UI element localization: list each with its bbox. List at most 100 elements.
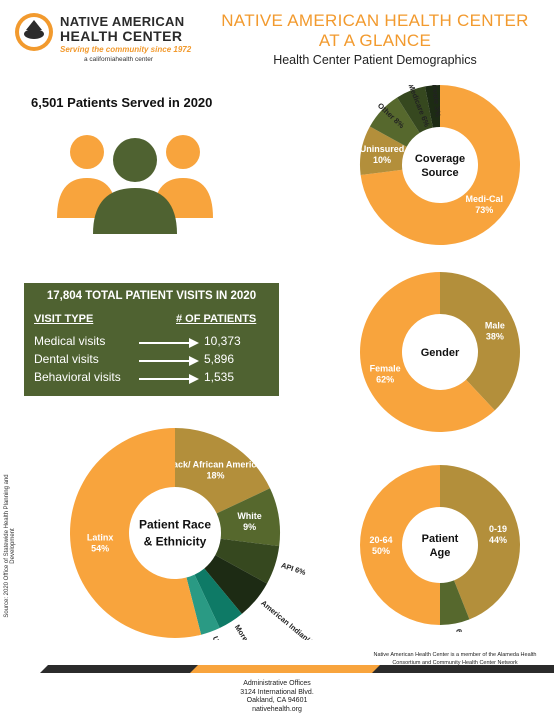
visit-type-label: Medical visits [34,334,106,348]
visit-count-value: 1,535 [204,370,235,384]
center-title-line: Gender [421,347,460,359]
slice-label: Uninsured 10% [360,144,405,165]
slice-label: Private 3% [430,85,443,118]
arrow-right-icon [139,338,199,348]
slice-category: Unreported [211,635,234,640]
slice-category: White [237,511,262,521]
slice-value: 44% [489,535,507,545]
slice-label: Male 38% [485,320,505,341]
slice-category: Black/ African American [164,459,267,469]
org-subline: a californiahealth center [84,56,154,63]
visit-count-value: 5,896 [204,352,235,366]
pie-slice-american-indian-alaska-native [204,555,268,614]
slice-value: 6% [419,115,431,129]
arrow-right-icon [139,374,199,384]
slice-label: Female 62% [370,364,401,385]
slice-value: 73% [475,205,493,215]
slice-label: Unreported 3% [211,635,238,640]
pie-slice-uninsured [360,126,407,176]
chart-center-title: Coverage Source [415,153,465,179]
pie-slice-0-19 [440,465,520,620]
slice-value: 9% [243,522,256,532]
footer-address: Administrative Offices 3124 Internationa… [0,680,554,714]
org-logo: NATIVE AMERICAN HEALTH CENTER Serving th… [14,12,191,67]
slice-label: American Indian/Alaska Native 6% [259,598,359,640]
visit-row: Behavioral visits 1,535 [34,370,274,386]
slice-label: 0-19 44% [489,524,507,545]
footer-line: Administrative Offices [243,680,311,687]
page-title-line2: AT A GLANCE [318,31,432,50]
race-ethnicity-donut-chart: Black/ African American 18%White 9%API 6%A… [70,428,359,640]
slice-category: Female [370,364,401,374]
slice-value: 54% [91,543,109,553]
arrow-right-icon [139,356,199,366]
slice-value: 18% [206,470,224,480]
footer-divider-bar [40,665,554,673]
slice-category: 20-64 [369,535,392,545]
pie-slice-api [215,538,280,584]
pie-slice-unreported [186,574,220,635]
visit-row: Dental visits 5,896 [34,352,274,368]
slice-label: Black/ African American 18% [164,459,267,480]
visit-count-value: 10,373 [204,334,241,348]
patients-served-headline: 6,501 Patients Served in 2020 [31,95,213,110]
visit-type-label: Dental visits [34,352,99,366]
slice-category: American Indian/Alaska Native [259,598,350,640]
pie-slice-medicare [397,86,433,133]
slice-label: API 6% [280,561,307,578]
pie-slice-other [369,97,420,147]
pie-slice-male [440,272,520,411]
slice-value: 38% [486,331,504,341]
slice-category: 64+ [454,628,466,632]
slice-label: More than one race 4% [233,623,285,640]
slice-label: Latinx 54% [87,532,114,553]
pie-slice-64 [440,580,470,625]
slice-value: 10% [373,155,391,165]
slice-category: Private [430,85,442,107]
center-title-line: Source [421,167,458,179]
slice-category: More than one race [233,623,279,640]
slice-category: API [280,561,297,574]
pie-slice-private [425,85,440,128]
chart-center-title: Patient Race & Ethnicity [139,518,211,549]
visit-row: Medical visits 10,373 [34,334,274,350]
slice-label: 64+ 6% [454,628,468,632]
visits-panel: 17,804 TOTAL PATIENT VISITS IN 2020 VISI… [24,283,279,396]
center-title-line: Patient Race [139,518,211,532]
slice-value: 6% [294,565,307,577]
slice-label: Medi-Cal 73% [465,194,503,215]
slice-value: 3% [432,106,442,118]
page-title-line1: NATIVE AMERICAN HEALTH CENTER [221,11,529,30]
logo-seal-icon [15,13,53,51]
footer-line: 3124 International Blvd. [240,688,314,696]
pie-slice-more-than-one-race [194,568,242,629]
pie-slice-black-african-american [175,428,271,514]
pie-slice-medi-cal [360,85,520,245]
pie-slice-latinx [70,428,202,638]
slice-category: Uninsured [360,144,405,154]
center-title-line: Patient [422,533,459,545]
center-title-line: Age [430,547,451,559]
visits-title: 17,804 TOTAL PATIENT VISITS IN 2020 [46,290,257,302]
footer-link[interactable]: nativehealth.org [252,705,302,713]
people-group-icon [57,135,213,234]
visit-type-label: Behavioral visits [34,370,121,384]
org-name-line2: HEALTH CENTER [60,28,183,44]
slice-label: 20-64 50% [369,535,392,556]
gender-donut-chart: Male 38% Female 62% Gender [359,272,520,432]
patients-count-header: # OF PATIENTS [176,313,257,325]
slice-category: Latinx [87,532,114,542]
visit-type-header: VISIT TYPE [34,313,94,325]
center-title-line: & Ethnicity [144,535,207,549]
slice-category: Male [485,320,505,330]
source-note: Source: 2020 Office of Statewide Health … [4,474,16,618]
slice-label: White 9% [237,511,262,532]
pie-slice-20-64 [360,465,440,625]
org-name-line1: NATIVE AMERICAN [60,14,185,29]
slice-value: 62% [376,375,394,385]
chart-center-title: Gender [421,347,460,359]
pie-slice-white [216,488,280,547]
pie-slice-female [359,272,495,432]
footer-line: Oakland, CA 94601 [246,697,308,704]
